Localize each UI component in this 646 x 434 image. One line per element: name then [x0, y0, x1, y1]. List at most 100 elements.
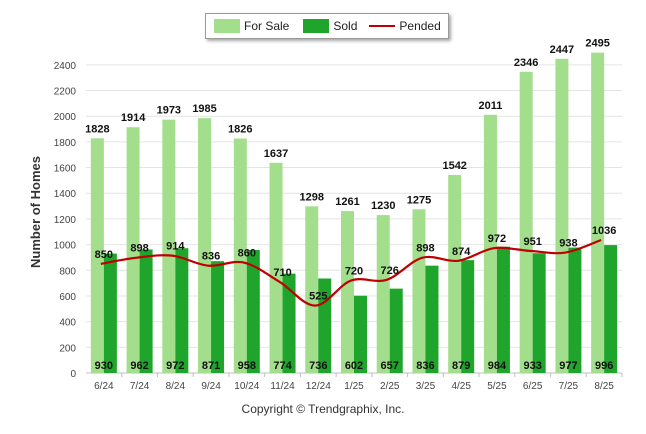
label-sold: 871 — [202, 360, 220, 372]
label-for-sale: 1230 — [371, 200, 395, 212]
label-pended: 525 — [309, 291, 327, 303]
y-tick-label: 1200 — [54, 215, 77, 226]
bar-for-sale[interactable] — [376, 215, 390, 373]
label-sold: 879 — [452, 360, 470, 372]
pended-line — [100, 238, 602, 307]
label-for-sale: 1637 — [264, 148, 288, 160]
label-for-sale: 1261 — [335, 196, 359, 208]
label-sold: 984 — [488, 360, 507, 372]
label-sold: 933 — [523, 360, 541, 372]
label-pended: 898 — [416, 243, 434, 255]
bar-sold[interactable] — [175, 248, 189, 373]
label-sold: 972 — [166, 360, 184, 372]
bar-for-sale[interactable] — [519, 71, 533, 374]
bar-sold[interactable] — [604, 245, 618, 373]
bar-sold[interactable] — [282, 273, 296, 373]
label-sold: 657 — [381, 360, 399, 372]
bar-sold[interactable] — [389, 288, 403, 373]
bar-for-sale[interactable] — [233, 138, 247, 373]
x-tick-label: 8/25 — [594, 381, 614, 392]
legend-item-for-sale[interactable]: For Sale — [214, 19, 289, 33]
label-pended: 850 — [95, 249, 113, 261]
label-for-sale: 2495 — [585, 38, 609, 50]
copyright-text: Copyright © Trendgraphix, Inc. — [241, 402, 405, 416]
label-for-sale: 2011 — [478, 100, 502, 112]
label-for-sale: 1914 — [121, 112, 146, 124]
x-tick-label: 3/25 — [416, 381, 436, 392]
label-pended: 836 — [202, 251, 220, 263]
bar-for-sale[interactable] — [126, 127, 140, 373]
label-sold: 930 — [95, 360, 113, 372]
bar-sold[interactable] — [568, 247, 582, 373]
x-tick-label: 9/24 — [201, 381, 221, 392]
label-sold: 774 — [273, 360, 292, 372]
label-pended: 951 — [523, 236, 541, 248]
y-tick-label: 600 — [59, 292, 76, 303]
bar-for-sale[interactable] — [483, 114, 497, 373]
x-tick-label: 7/25 — [559, 381, 579, 392]
bar-for-sale[interactable] — [305, 206, 319, 373]
label-for-sale: 1826 — [228, 124, 252, 136]
bar-for-sale[interactable] — [555, 58, 569, 373]
bar-sold[interactable] — [354, 295, 367, 373]
bar-sold[interactable] — [246, 249, 260, 373]
y-tick-label: 0 — [70, 369, 76, 380]
bar-sold[interactable] — [532, 253, 546, 373]
bar-sold[interactable] — [103, 253, 117, 373]
legend-label-pended: Pended — [399, 19, 441, 33]
bar-for-sale[interactable] — [341, 211, 354, 373]
label-pended: 726 — [381, 265, 399, 277]
pended-series-line[interactable] — [100, 238, 602, 307]
x-tick-label: 7/24 — [130, 381, 150, 392]
label-sold: 836 — [416, 360, 434, 372]
label-pended: 860 — [238, 248, 256, 260]
bar-sold[interactable] — [461, 260, 475, 373]
legend-label-for-sale: For Sale — [244, 19, 290, 33]
label-sold: 977 — [559, 360, 577, 372]
label-pended: 1036 — [592, 225, 616, 237]
bar-for-sale[interactable] — [269, 162, 283, 373]
bar-sold[interactable] — [139, 249, 153, 373]
y-tick-label: 2400 — [54, 61, 77, 72]
label-for-sale: 1542 — [442, 160, 466, 172]
label-for-sale: 1298 — [300, 191, 324, 203]
for-sale-swatch — [214, 19, 240, 33]
label-pended: 914 — [166, 241, 185, 253]
bar-sold[interactable] — [318, 278, 332, 373]
label-pended: 938 — [559, 238, 577, 250]
y-tick-label: 2000 — [54, 112, 77, 123]
label-sold: 996 — [595, 360, 613, 372]
bar-for-sale[interactable] — [448, 175, 462, 373]
label-sold: 958 — [238, 360, 256, 372]
bar-for-sale[interactable] — [198, 118, 212, 373]
bar-sold[interactable] — [211, 261, 225, 373]
x-tick-label: 10/24 — [234, 381, 259, 392]
bar-sold[interactable] — [496, 246, 510, 373]
label-pended: 710 — [273, 267, 291, 279]
legend-item-pended[interactable]: Pended — [369, 19, 441, 33]
y-tick-label: 2200 — [54, 87, 77, 98]
y-tick-label: 200 — [59, 343, 76, 354]
bar-for-sale[interactable] — [90, 138, 104, 373]
bar-sold[interactable] — [425, 265, 439, 373]
for-sale-bars — [90, 52, 605, 374]
x-tick-label: 8/24 — [166, 381, 186, 392]
label-pended: 874 — [452, 246, 471, 258]
y-tick-label: 1400 — [54, 189, 77, 200]
label-pended: 898 — [130, 243, 148, 255]
bar-for-sale[interactable] — [591, 52, 605, 373]
x-tick-label: 6/24 — [94, 381, 114, 392]
bar-for-sale[interactable] — [412, 209, 426, 373]
bar-for-sale[interactable] — [162, 119, 176, 373]
legend: For Sale Sold Pended — [205, 13, 449, 39]
sold-bars — [103, 245, 618, 373]
y-axis-label: Number of Homes — [28, 156, 43, 268]
legend-item-sold[interactable]: Sold — [303, 19, 357, 33]
legend-label-sold: Sold — [333, 19, 358, 33]
x-tick-label: 11/24 — [270, 381, 295, 392]
y-tick-label: 1600 — [54, 164, 77, 175]
data-labels: 1828 930 850 1914 962 898 1973 972 914 1985 871 836… — [85, 38, 616, 372]
label-for-sale: 1985 — [192, 103, 216, 115]
y-tick-label: 1800 — [54, 138, 77, 149]
label-for-sale: 1275 — [407, 194, 431, 206]
